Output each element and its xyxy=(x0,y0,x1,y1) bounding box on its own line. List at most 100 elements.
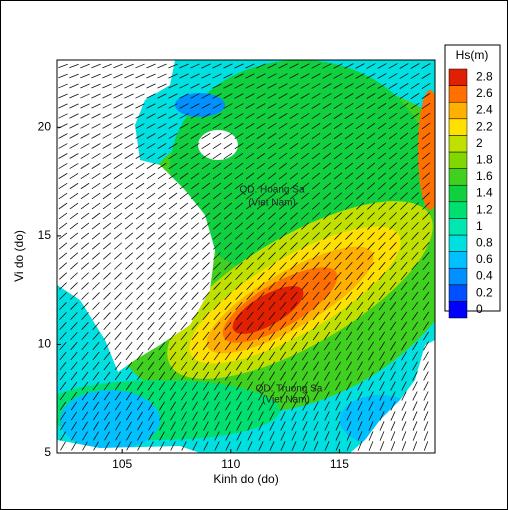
colorbar-swatch xyxy=(448,135,468,153)
wave-arrow xyxy=(290,262,298,270)
wave-arrow xyxy=(59,302,67,310)
wave-arrow xyxy=(235,321,243,331)
wave-arrow xyxy=(102,182,112,190)
wave-arrow xyxy=(201,142,211,150)
wave-arrow xyxy=(203,391,209,401)
wave-arrow xyxy=(70,341,78,351)
wave-arrow xyxy=(379,421,385,431)
wave-arrow xyxy=(80,252,90,260)
wave-arrow xyxy=(246,291,254,301)
wave-arrow xyxy=(147,311,155,321)
wave-arrow xyxy=(301,291,309,301)
wave-arrow xyxy=(135,162,145,170)
wave-arrow xyxy=(256,152,266,160)
wave-arrow xyxy=(124,123,134,129)
wave-arrow xyxy=(113,162,123,170)
wave-arrow xyxy=(191,371,199,381)
wave-arrow xyxy=(69,73,79,79)
wave-arrow xyxy=(257,272,265,280)
wave-arrow xyxy=(190,113,200,119)
wave-arrow xyxy=(312,341,320,351)
wave-arrow xyxy=(212,93,222,99)
wave-arrow xyxy=(344,93,354,99)
wave-arrow xyxy=(225,431,231,441)
wave-arrow xyxy=(58,252,68,260)
wave-arrow xyxy=(368,381,374,391)
wave-arrow xyxy=(113,172,123,180)
wave-arrow xyxy=(103,302,111,310)
wave-arrow xyxy=(257,232,265,240)
wave-arrow xyxy=(70,322,78,330)
wave-arrow xyxy=(278,152,288,160)
wave-arrow xyxy=(334,351,342,361)
wave-arrow xyxy=(289,103,299,109)
wave-arrow xyxy=(146,182,156,190)
wave-arrow xyxy=(357,431,363,441)
wave-arrow xyxy=(135,222,145,230)
wave-arrow xyxy=(91,153,101,159)
wave-arrow xyxy=(344,192,354,200)
wave-arrow xyxy=(388,162,398,170)
wave-arrow xyxy=(125,331,133,341)
wave-arrow xyxy=(355,93,365,99)
wave-arrow xyxy=(344,122,354,130)
wave-arrow xyxy=(412,431,418,441)
wave-arrow xyxy=(366,132,376,140)
wave-arrow xyxy=(80,143,90,149)
wave-arrow xyxy=(289,122,299,130)
wave-arrow xyxy=(190,182,200,190)
wave-arrow xyxy=(323,291,331,301)
x-axis-label: Kinh do (do) xyxy=(213,472,278,486)
wave-arrow xyxy=(190,212,200,220)
wave-arrow xyxy=(114,321,122,331)
wave-arrow xyxy=(356,301,364,311)
annotation: QD. Truong Sa xyxy=(256,384,323,395)
wave-arrow xyxy=(236,441,242,451)
wave-arrow xyxy=(69,192,79,200)
wave-arrow xyxy=(213,371,221,381)
wave-arrow xyxy=(146,212,156,220)
wave-arrow xyxy=(234,63,244,69)
wave-arrow xyxy=(422,251,430,261)
wave-arrow xyxy=(335,411,341,421)
wave-arrow xyxy=(135,103,145,109)
colorbar-label: 1.6 xyxy=(476,169,493,183)
wave-arrow xyxy=(311,112,321,120)
wave-arrow xyxy=(168,123,178,129)
wave-arrow xyxy=(91,73,101,79)
wave-arrow xyxy=(180,292,188,300)
wave-arrow xyxy=(323,321,331,331)
wave-arrow xyxy=(312,331,320,341)
wave-arrow xyxy=(58,232,68,240)
wave-arrow xyxy=(212,202,222,210)
wave-arrow xyxy=(201,73,211,79)
wave-arrow xyxy=(367,212,375,220)
wave-arrow xyxy=(58,93,68,99)
wave-arrow xyxy=(224,311,232,321)
wave-arrow xyxy=(236,421,242,431)
wave-arrow xyxy=(267,142,277,150)
wave-arrow xyxy=(399,142,409,150)
wave-arrow xyxy=(279,311,287,321)
wave-arrow xyxy=(125,391,133,401)
wave-arrow xyxy=(390,381,396,391)
wave-arrow xyxy=(247,431,253,441)
wave-arrow xyxy=(212,172,222,180)
wave-arrow xyxy=(168,172,178,180)
wave-arrow xyxy=(157,202,167,210)
wave-arrow xyxy=(147,282,155,290)
wave-arrow xyxy=(422,232,430,240)
wave-arrow xyxy=(69,252,79,260)
wave-arrow xyxy=(268,341,276,351)
wave-arrow xyxy=(401,421,407,431)
wave-arrow xyxy=(335,431,341,441)
wave-arrow xyxy=(269,421,275,431)
wave-arrow xyxy=(400,301,408,311)
wave-arrow xyxy=(368,421,374,431)
wave-arrow xyxy=(245,182,255,190)
wave-arrow xyxy=(247,401,253,411)
wave-arrow xyxy=(367,252,375,260)
wave-arrow xyxy=(124,172,134,180)
wave-arrow xyxy=(378,281,386,291)
wave-arrow xyxy=(346,441,352,451)
